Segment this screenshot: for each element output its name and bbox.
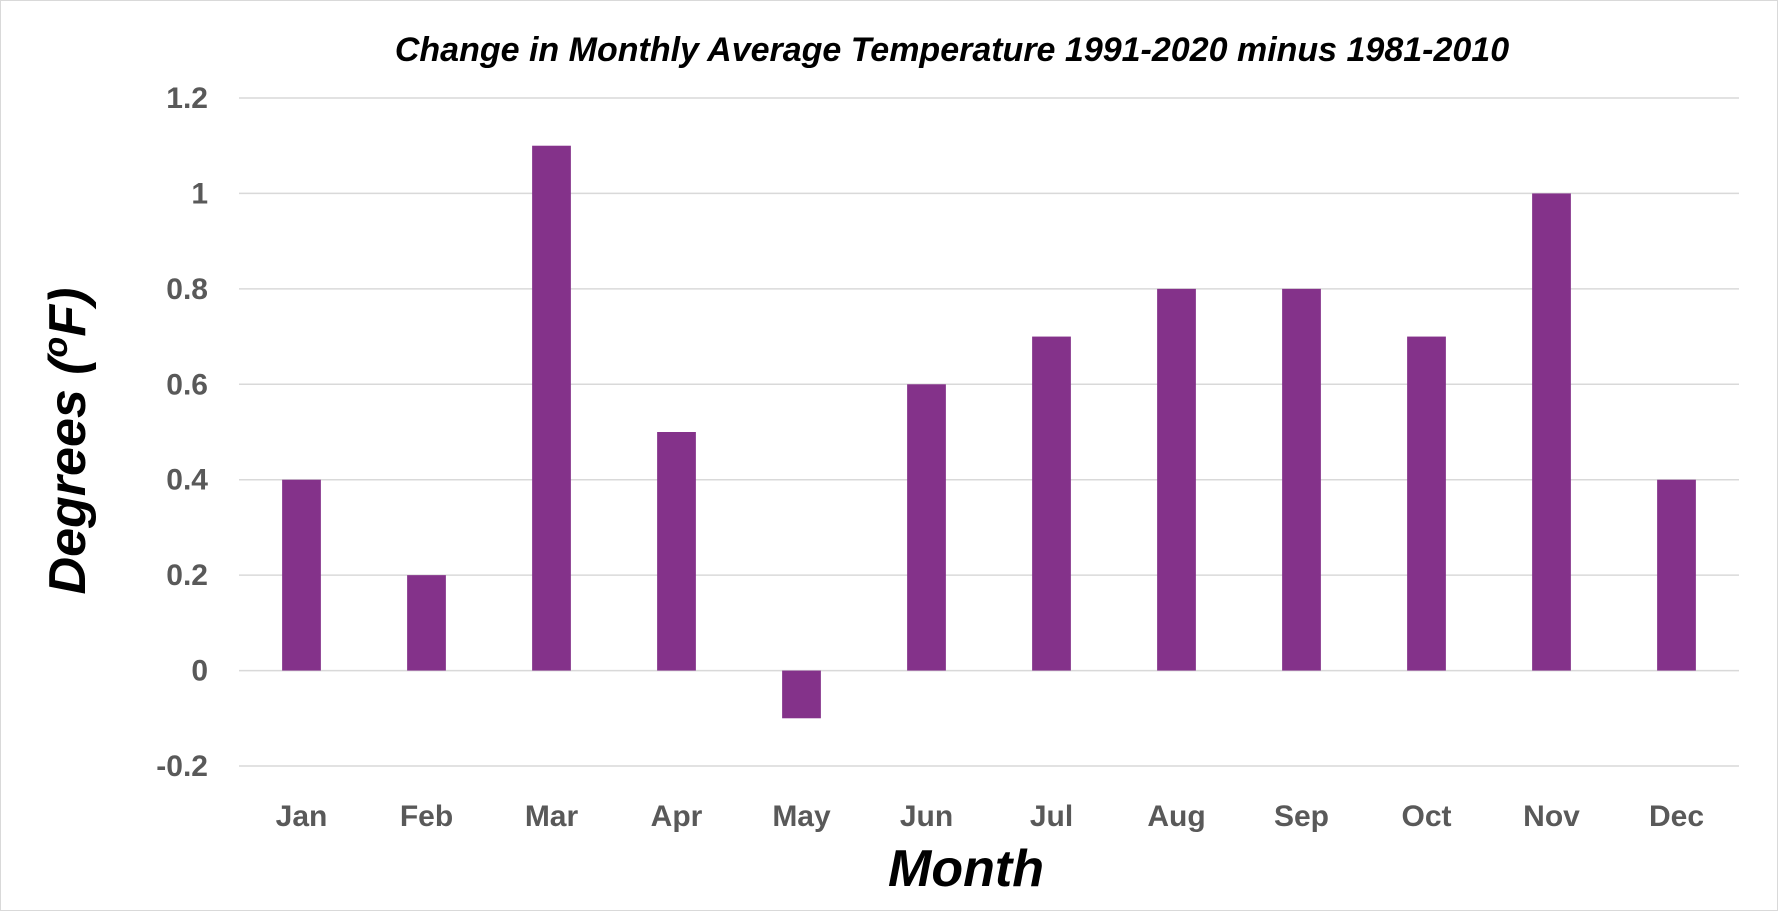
x-axis-ticks: Jan Feb Mar Apr May Jun Jul Aug Sep Oct Nov Dec xyxy=(276,800,1704,833)
y-tick-label: 1.2 xyxy=(166,82,208,115)
x-tick-label: Jun xyxy=(900,800,953,833)
x-tick-label: Mar xyxy=(525,800,579,833)
bar-jun xyxy=(907,384,946,671)
x-tick-label: Jul xyxy=(1030,800,1073,833)
chart-title: Change in Monthly Average Temperature 19… xyxy=(395,31,1509,69)
y-tick-label: 0.6 xyxy=(166,368,208,401)
x-tick-label: Dec xyxy=(1649,800,1704,833)
x-tick-label: Apr xyxy=(651,800,703,833)
y-axis-title-unit: F) xyxy=(39,288,97,337)
gridlines xyxy=(239,97,1739,767)
bar-aug xyxy=(1157,288,1196,671)
bar-nov xyxy=(1532,193,1571,671)
y-axis-title: Degrees (oF) xyxy=(37,288,97,595)
bar-sep xyxy=(1282,288,1321,671)
y-axis-title-main: Degrees ( xyxy=(39,352,97,595)
bar-jul xyxy=(1032,336,1071,671)
x-tick-label: Sep xyxy=(1274,800,1329,833)
y-axis-ticks: 1.2 1 0.8 0.6 0.4 0.2 0 -0.2 xyxy=(156,82,208,783)
x-tick-label: Nov xyxy=(1523,800,1580,833)
x-axis-title: Month xyxy=(888,840,1044,898)
x-tick-label: Aug xyxy=(1147,800,1205,833)
x-tick-label: Feb xyxy=(400,800,453,833)
y-tick-label: 1 xyxy=(191,177,208,210)
y-tick-label: 0.4 xyxy=(166,464,208,497)
y-tick-label: 0 xyxy=(191,655,208,688)
bar-dec xyxy=(1657,479,1696,671)
bar-oct xyxy=(1407,336,1446,671)
x-tick-label: Oct xyxy=(1401,800,1451,833)
bar-feb xyxy=(407,575,446,671)
y-axis-title-superscript: o xyxy=(37,337,75,358)
bar-jan xyxy=(282,479,321,671)
bar-may xyxy=(782,670,821,719)
y-tick-label: 0.8 xyxy=(166,273,208,306)
y-tick-label: -0.2 xyxy=(156,750,208,783)
y-tick-label: 0.2 xyxy=(166,559,208,592)
bar-mar xyxy=(532,145,571,671)
bars xyxy=(282,145,1696,719)
x-tick-label: May xyxy=(772,800,831,833)
bar-apr xyxy=(657,432,696,671)
x-tick-label: Jan xyxy=(276,800,328,833)
